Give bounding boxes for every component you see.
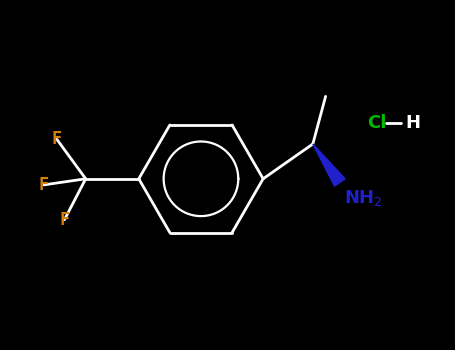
Text: Cl: Cl (368, 114, 387, 132)
Text: F: F (60, 211, 70, 229)
Text: F: F (39, 176, 49, 194)
Text: NH$_2$: NH$_2$ (344, 188, 383, 208)
Text: H: H (405, 114, 420, 132)
Text: F: F (52, 130, 62, 148)
Polygon shape (313, 144, 345, 186)
